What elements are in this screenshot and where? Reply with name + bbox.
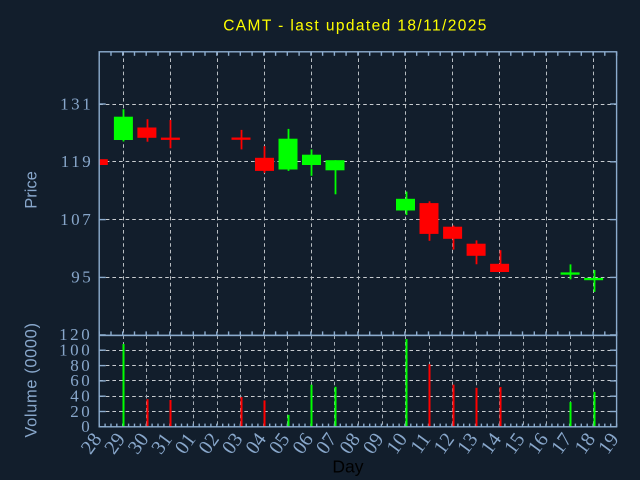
svg-text:0: 0 (81, 417, 92, 436)
svg-text:20: 20 (70, 402, 92, 421)
svg-text:131: 131 (60, 94, 93, 113)
svg-text:100: 100 (59, 341, 92, 360)
svg-text:CAMT - last updated 18/11/2025: CAMT - last updated 18/11/2025 (223, 17, 488, 34)
svg-text:107: 107 (60, 210, 93, 229)
svg-text:60: 60 (70, 371, 92, 390)
svg-text:40: 40 (70, 387, 92, 406)
svg-text:80: 80 (70, 356, 92, 375)
svg-text:Day: Day (332, 456, 363, 476)
svg-text:Volume (0000): Volume (0000) (22, 322, 40, 437)
svg-text:Price: Price (23, 171, 41, 209)
svg-text:95: 95 (71, 268, 93, 287)
svg-text:119: 119 (61, 152, 94, 171)
svg-text:120: 120 (59, 325, 92, 344)
